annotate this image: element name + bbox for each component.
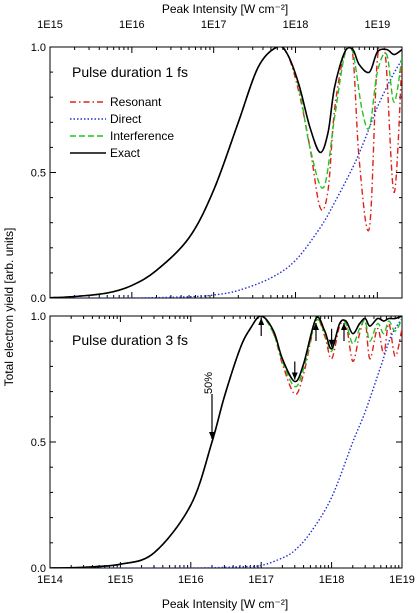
annotation-50-percent: 50% bbox=[203, 372, 215, 394]
top-plot-frame bbox=[49, 46, 403, 299]
bottom-y-tick-label: 0.0 bbox=[31, 563, 46, 575]
y-axis-label: Total electron yield [arb. units] bbox=[2, 228, 16, 387]
bottom-y-tick-label: 0.5 bbox=[31, 437, 46, 449]
top-y-tick-label: 1.0 bbox=[31, 42, 46, 54]
bottom-annotation-arrow-head bbox=[291, 372, 298, 380]
top-x-tick-label: 1E18 bbox=[283, 19, 309, 31]
top-y-tick-label: 0.5 bbox=[31, 168, 46, 180]
top-series-direct bbox=[50, 59, 402, 298]
legend-interference-label: Interference bbox=[110, 129, 174, 143]
top-x-tick-label: 1E19 bbox=[365, 19, 391, 31]
bottom-series-direct bbox=[50, 318, 402, 568]
bottom-annotation-arrow-head bbox=[340, 323, 347, 331]
bottom-series-interference bbox=[50, 316, 402, 568]
bottom-y-tick-label: 1.0 bbox=[31, 311, 46, 323]
top-y-tick-label: 0.0 bbox=[31, 293, 46, 305]
bottom-annotation-arrow-head bbox=[312, 323, 319, 331]
legend: Resonant Direct Interference Exact bbox=[70, 95, 174, 160]
bottom-annotation-arrow-head bbox=[328, 339, 335, 347]
panel-bottom-label: Pulse duration 3 fs bbox=[72, 332, 188, 348]
legend-direct-label: Direct bbox=[110, 112, 142, 126]
bottom-x-axis-label: Peak Intensity [W cm⁻²] bbox=[162, 597, 288, 611]
top-x-tick-label: 1E16 bbox=[119, 19, 145, 31]
bottom-series-exact bbox=[50, 316, 402, 568]
top-x-tick-label: 1E15 bbox=[37, 19, 63, 31]
bottom-plot-frame bbox=[49, 315, 403, 569]
bottom-x-tick-label: 1E18 bbox=[319, 574, 345, 586]
legend-exact-label: Exact bbox=[110, 146, 141, 160]
legend-resonant-label: Resonant bbox=[110, 95, 162, 109]
panel-bottom-plot-area: 1E14 1E15 1E16 1E17 1E18 1E19 0.0 0.5 1.0 bbox=[31, 311, 415, 586]
top-x-tick-label: 1E17 bbox=[201, 19, 227, 31]
top-x-axis-label: Peak Intensity [W cm⁻²] bbox=[162, 2, 288, 16]
top-series-exact bbox=[50, 47, 402, 298]
panel-top: 1E15 1E16 1E17 1E18 1E19 0.0 0.5 1.0 Pulse dura… bbox=[31, 19, 403, 305]
bottom-x-tick-label: 1E17 bbox=[248, 574, 274, 586]
bottom-x-tick-label: 1E14 bbox=[37, 574, 63, 586]
bottom-annotation-arrow-head bbox=[208, 432, 215, 439]
panel-top-plot-area: 1E15 1E16 1E17 1E18 1E19 0.0 0.5 1.0 bbox=[31, 19, 403, 305]
panel-bottom: 1E14 1E15 1E16 1E17 1E18 1E19 0.0 0.5 1.0 Pulse … bbox=[31, 311, 415, 586]
top-series-interference bbox=[50, 47, 402, 298]
bottom-x-tick-label: 1E19 bbox=[389, 574, 415, 586]
bottom-x-tick-label: 1E15 bbox=[108, 574, 134, 586]
bottom-x-tick-label: 1E16 bbox=[178, 574, 204, 586]
bottom-series-resonant bbox=[50, 316, 402, 568]
panel-top-label: Pulse duration 1 fs bbox=[72, 64, 188, 80]
bottom-annotation-arrow-head bbox=[258, 318, 265, 325]
